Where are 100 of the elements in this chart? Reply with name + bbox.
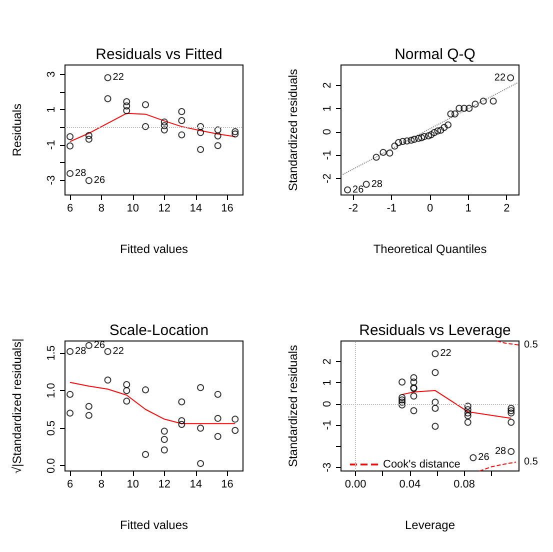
point	[464, 409, 472, 416]
line-series	[479, 462, 517, 472]
point	[178, 108, 186, 116]
point	[232, 426, 239, 434]
x-tick-label: 6	[66, 202, 74, 214]
point	[437, 126, 444, 134]
point	[160, 126, 168, 134]
point	[444, 121, 452, 128]
point	[466, 104, 473, 112]
x-tick-label: 2	[504, 202, 510, 214]
point	[472, 100, 479, 108]
annotation: 22	[112, 72, 124, 84]
point	[104, 95, 112, 102]
annotation: 0.5	[524, 340, 538, 351]
annotation: 26	[94, 175, 106, 186]
point	[160, 428, 168, 435]
point	[214, 432, 222, 440]
point	[386, 150, 394, 157]
point	[123, 381, 130, 388]
y-tick-label: 2	[322, 82, 334, 88]
point	[197, 129, 204, 136]
point	[480, 98, 487, 105]
point	[197, 146, 204, 153]
point	[508, 448, 515, 456]
point	[85, 412, 92, 419]
point	[66, 142, 74, 150]
point	[372, 154, 380, 161]
point	[470, 454, 477, 462]
point	[85, 132, 92, 140]
y-tick-label: -3	[322, 462, 334, 472]
point	[410, 392, 418, 400]
chart-title: Residuals vs Fitted	[96, 46, 222, 63]
point	[142, 386, 150, 394]
point	[214, 126, 222, 134]
x-tick-label: 10	[126, 478, 140, 490]
point	[160, 446, 168, 454]
x-tick-label: 16	[221, 202, 234, 214]
point	[456, 104, 463, 112]
annotation: 28	[75, 168, 87, 179]
point	[418, 134, 426, 142]
point	[432, 398, 439, 406]
point	[460, 104, 468, 112]
point	[464, 406, 472, 414]
y-tick-label: -1	[322, 420, 334, 430]
point	[432, 422, 439, 430]
point	[232, 128, 239, 136]
point	[178, 117, 186, 124]
x-tick-label: 1	[465, 202, 472, 214]
annotation: 28	[494, 446, 507, 458]
point	[424, 132, 432, 140]
point	[464, 402, 472, 410]
y-axis-title: Standardized residuals	[286, 344, 300, 468]
point	[214, 414, 222, 422]
point	[197, 460, 204, 467]
annotation: 28	[371, 178, 383, 190]
x-axis-title: Fitted values	[120, 518, 188, 532]
x-tick-label: 14	[190, 202, 202, 214]
point	[434, 127, 442, 134]
point	[142, 123, 150, 130]
point	[398, 396, 406, 404]
point	[408, 136, 415, 144]
point	[507, 74, 514, 82]
x-tick-label: 14	[190, 478, 202, 490]
point	[160, 118, 168, 126]
x-tick-label: 16	[221, 478, 234, 490]
point	[178, 131, 186, 138]
x-tick-label: -1	[386, 202, 397, 214]
y-tick-label: 0.5	[46, 420, 58, 436]
point	[104, 74, 112, 82]
point	[410, 378, 418, 386]
x-tick-label: 12	[158, 478, 171, 490]
y-tick-label: 2	[322, 358, 334, 365]
point	[66, 133, 74, 140]
annotation: 0.5	[524, 456, 538, 468]
point	[85, 342, 92, 350]
x-tick-label: 0.08	[454, 478, 476, 490]
point	[160, 122, 168, 130]
annotation: 26	[478, 452, 490, 464]
y-tick-label: -1	[46, 140, 58, 150]
point	[398, 378, 406, 386]
point	[403, 137, 410, 144]
point	[66, 170, 74, 177]
point	[420, 133, 428, 140]
point	[380, 148, 387, 156]
y-tick-label: 1.0	[46, 382, 58, 398]
y-tick-label: 0	[322, 400, 334, 407]
point	[123, 387, 130, 394]
x-axis-title: Fitted values	[120, 242, 188, 256]
point	[451, 110, 458, 118]
y-tick-label: 3	[46, 71, 58, 78]
point	[447, 110, 454, 118]
point	[104, 376, 112, 384]
annotation: 26	[352, 184, 364, 196]
x-tick-label: 0.04	[399, 478, 421, 490]
point	[430, 129, 438, 136]
point	[410, 374, 418, 382]
point	[142, 450, 150, 458]
y-tick-label: 0	[322, 128, 334, 135]
x-tick-label: -2	[348, 202, 358, 214]
point	[123, 98, 130, 106]
